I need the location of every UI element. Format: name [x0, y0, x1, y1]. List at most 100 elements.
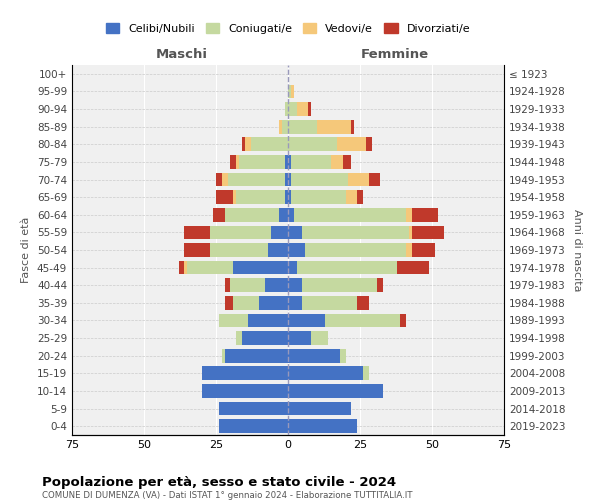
Bar — [288, 331, 311, 345]
Bar — [288, 190, 291, 204]
Bar — [288, 384, 383, 398]
Bar — [187, 260, 233, 274]
Bar — [400, 314, 406, 328]
Bar — [179, 260, 184, 274]
Bar — [363, 366, 368, 380]
Bar — [280, 208, 288, 222]
Bar — [285, 172, 288, 186]
Bar — [224, 349, 288, 362]
Bar — [288, 278, 302, 292]
Bar — [236, 190, 285, 204]
Bar — [271, 226, 288, 239]
Bar — [325, 314, 400, 328]
Bar — [366, 138, 371, 151]
Y-axis label: Anni di nascita: Anni di nascita — [572, 209, 582, 291]
Bar — [265, 278, 288, 292]
Bar — [233, 296, 259, 310]
Bar — [224, 278, 230, 292]
Bar — [230, 278, 265, 292]
Bar — [412, 208, 438, 222]
Bar — [219, 420, 288, 433]
Bar — [184, 243, 210, 257]
Bar — [236, 331, 242, 345]
Bar — [412, 226, 443, 239]
Bar — [288, 402, 352, 415]
Bar — [245, 138, 251, 151]
Bar — [406, 208, 412, 222]
Bar — [288, 314, 325, 328]
Bar — [213, 208, 224, 222]
Bar — [230, 155, 236, 169]
Bar — [233, 260, 288, 274]
Bar — [219, 314, 248, 328]
Bar — [288, 84, 291, 98]
Bar — [285, 190, 288, 204]
Bar — [288, 102, 296, 116]
Bar — [280, 120, 282, 134]
Bar — [288, 366, 363, 380]
Bar — [184, 260, 187, 274]
Bar — [285, 102, 288, 116]
Bar — [317, 120, 352, 134]
Bar — [346, 190, 357, 204]
Bar — [202, 384, 288, 398]
Bar — [291, 190, 346, 204]
Bar — [285, 155, 288, 169]
Bar — [184, 226, 210, 239]
Bar — [210, 226, 271, 239]
Bar — [294, 208, 406, 222]
Bar — [288, 243, 305, 257]
Bar — [291, 84, 294, 98]
Bar — [291, 172, 349, 186]
Bar — [216, 172, 222, 186]
Bar — [216, 190, 233, 204]
Bar — [343, 155, 352, 169]
Bar — [268, 243, 288, 257]
Bar — [331, 155, 343, 169]
Bar — [288, 208, 294, 222]
Bar — [412, 243, 435, 257]
Bar — [202, 366, 288, 380]
Legend: Celibi/Nubili, Coniugati/e, Vedovi/e, Divorziati/e: Celibi/Nubili, Coniugati/e, Vedovi/e, Di… — [101, 19, 475, 38]
Bar — [288, 120, 317, 134]
Bar — [368, 172, 380, 186]
Bar — [302, 296, 357, 310]
Bar — [222, 172, 227, 186]
Bar — [251, 138, 288, 151]
Text: COMUNE DI DUMENZA (VA) - Dati ISTAT 1° gennaio 2024 - Elaborazione TUTTITALIA.IT: COMUNE DI DUMENZA (VA) - Dati ISTAT 1° g… — [42, 491, 413, 500]
Bar — [357, 296, 368, 310]
Bar — [302, 278, 377, 292]
Bar — [288, 296, 302, 310]
Bar — [291, 155, 331, 169]
Bar — [288, 138, 337, 151]
Bar — [377, 278, 383, 292]
Text: Maschi: Maschi — [155, 48, 208, 62]
Bar — [311, 331, 328, 345]
Bar — [397, 260, 429, 274]
Bar — [288, 349, 340, 362]
Bar — [340, 349, 346, 362]
Bar — [288, 226, 302, 239]
Bar — [222, 349, 224, 362]
Bar — [288, 155, 291, 169]
Bar — [305, 243, 406, 257]
Bar — [236, 155, 239, 169]
Bar — [224, 208, 280, 222]
Bar — [288, 260, 296, 274]
Bar — [242, 331, 288, 345]
Bar — [233, 190, 236, 204]
Bar — [259, 296, 288, 310]
Bar — [282, 120, 288, 134]
Bar — [288, 420, 357, 433]
Bar — [227, 172, 285, 186]
Bar — [248, 314, 288, 328]
Bar — [409, 226, 412, 239]
Bar — [302, 226, 409, 239]
Bar — [349, 172, 368, 186]
Bar — [308, 102, 311, 116]
Bar — [242, 138, 245, 151]
Text: Femmine: Femmine — [361, 48, 428, 62]
Bar — [296, 260, 397, 274]
Bar — [288, 172, 291, 186]
Text: Popolazione per età, sesso e stato civile - 2024: Popolazione per età, sesso e stato civil… — [42, 476, 396, 489]
